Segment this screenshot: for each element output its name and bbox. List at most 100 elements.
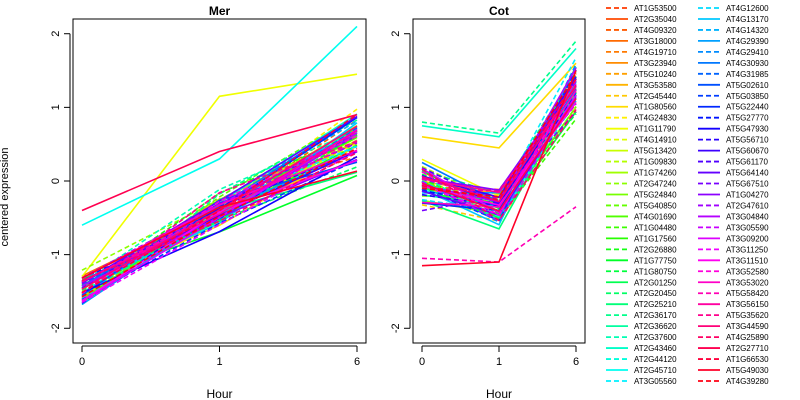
legend-item-at4g13170: AT4G13170 [698, 15, 769, 24]
series-line-at3g05560 [421, 57, 577, 201]
series-line-at2g01250 [421, 111, 577, 220]
legend-item-at5g22440: AT5G22440 [698, 103, 769, 112]
legend-item-at1g74260: AT1G74260 [606, 169, 677, 178]
legend-label: AT2G37600 [634, 333, 677, 342]
legend-item-at5g67510: AT5G67510 [698, 180, 769, 189]
legend-label: AT5G13420 [634, 147, 677, 156]
legend-item-at4g09320: AT4G09320 [606, 26, 677, 35]
legend-item-at2g37600: AT2G37600 [606, 333, 677, 342]
panel-mer: Mer 0 1 6 Hour -2 -1 0 1 2 [50, 4, 367, 400]
legend-item-at5g13420: AT5G13420 [606, 147, 677, 156]
legend-item-at1g80560: AT1G80560 [606, 103, 677, 112]
legend-label: AT5G56710 [726, 136, 769, 145]
legend-label: AT3G11250 [726, 245, 769, 254]
series-line-at1g11790 [81, 73, 358, 278]
y-tick-label: -2 [50, 323, 62, 333]
series-line-at5g58420 [421, 206, 577, 263]
legend-item-at2g36170: AT2G36170 [606, 311, 677, 320]
series-lines [421, 40, 577, 267]
legend-label: AT4G29390 [726, 37, 769, 46]
series-line-at2g35040 [421, 88, 577, 206]
legend-label: AT2G47240 [634, 180, 677, 189]
legend-label: AT4G09320 [634, 26, 677, 35]
plot-frame [412, 18, 586, 344]
y-axis: -2 -1 0 1 2 [50, 31, 71, 333]
legend-label: AT5G10240 [634, 70, 677, 79]
legend-item-at5g10240: AT5G10240 [606, 70, 677, 79]
legend-label: AT2G43460 [634, 344, 677, 353]
legend-item-at4g14910: AT4G14910 [606, 136, 677, 145]
legend-label: AT2G44120 [634, 355, 677, 364]
legend-item-at3g23940: AT3G23940 [606, 59, 677, 68]
series-line-at3g11250 [81, 150, 358, 303]
series-line-at1g04270 [421, 81, 577, 192]
legend-item-at1g80750: AT1G80750 [606, 267, 677, 276]
legend-item-at5g03850: AT5G03850 [698, 92, 769, 101]
legend-item-at1g09830: AT1G09830 [606, 158, 677, 167]
legend-label: AT2G45710 [634, 366, 677, 375]
series-line-at2g27710 [81, 113, 358, 212]
legend-item-at2g27710: AT2G27710 [698, 344, 769, 353]
legend-item-at3g53580: AT3G53580 [606, 81, 677, 90]
legend-label: AT2G35040 [634, 15, 677, 24]
legend-label: AT4G01690 [634, 212, 677, 221]
legend-item-at5g40850: AT5G40850 [606, 201, 677, 210]
legend-label: AT1G80560 [634, 103, 677, 112]
legend-item-at1g04480: AT1G04480 [606, 223, 677, 232]
series-line-at4g25890 [81, 151, 358, 282]
x-axis-label: Hour [486, 387, 512, 400]
legend-label: AT3G05590 [726, 223, 769, 232]
legend-label: AT5G40850 [634, 201, 677, 210]
y-tick-label: -1 [50, 250, 62, 260]
legend-label: AT1G17560 [634, 234, 677, 243]
legend-item-at2g26880: AT2G26880 [606, 245, 677, 254]
legend-label: AT2G27710 [726, 344, 769, 353]
series-line-at3g44590 [81, 125, 358, 290]
legend-item-at2g45710: AT2G45710 [606, 366, 677, 375]
legend-item-at2g36620: AT2G36620 [606, 322, 677, 331]
legend-item-at5g64140: AT5G64140 [698, 169, 769, 178]
legend-item-at3g52580: AT3G52580 [698, 267, 769, 276]
legend-label: AT5G24840 [634, 190, 677, 199]
x-tick-label: 0 [79, 356, 85, 368]
legend-label: AT2G25210 [634, 300, 677, 309]
series-line-at4g39280 [421, 73, 577, 198]
legend-item-at3g05590: AT3G05590 [698, 223, 769, 232]
legend-label: AT2G20450 [634, 289, 677, 298]
x-axis: 0 1 6 [79, 345, 360, 368]
legend-label: AT5G47930 [726, 125, 769, 134]
legend-item-at5g56710: AT5G56710 [698, 136, 769, 145]
y-axis-label: centered expression [0, 147, 11, 246]
legend-label: AT1G04480 [634, 223, 677, 232]
legend-label: AT4G12600 [726, 4, 769, 13]
legend-label: AT1G04270 [726, 190, 769, 199]
series-line-at2g43460 [421, 47, 577, 138]
legend-label: AT5G61170 [726, 158, 769, 167]
series-line-at3g11510 [81, 159, 358, 302]
x-axis: 0 1 6 [419, 345, 579, 368]
series-line-at5g61170 [421, 78, 577, 206]
legend-item-at3g04840: AT3G04840 [698, 212, 769, 221]
series-line-at4g25890 [421, 109, 577, 222]
legend-label: AT3G23940 [634, 59, 677, 68]
legend-label: AT5G27770 [726, 114, 769, 123]
legend-item-at4g39280: AT4G39280 [698, 377, 769, 386]
legend-label: AT2G01250 [634, 278, 677, 287]
legend-item-at5g35620: AT5G35620 [698, 311, 769, 320]
legend-label: AT3G44590 [726, 322, 769, 331]
plot-frame [72, 18, 367, 344]
series-lines [81, 25, 358, 306]
legend-label: AT1G53500 [634, 4, 677, 13]
legend-item-at3g09200: AT3G09200 [698, 234, 769, 243]
legend: AT1G53500 AT2G35040 AT4G09320 AT3G18000 AT4G… [606, 4, 769, 386]
legend-label: AT2G36620 [634, 322, 677, 331]
legend-item-at3g05560: AT3G05560 [606, 377, 677, 386]
legend-label: AT4G30930 [726, 59, 769, 68]
legend-label: AT4G39280 [726, 377, 769, 386]
legend-label: AT4G14320 [726, 26, 769, 35]
legend-item-at4g12600: AT4G12600 [698, 4, 769, 13]
panel-cot: Cot 0 1 6 Hour -2 -1 0 1 2 [390, 4, 586, 400]
legend-item-at4g29410: AT4G29410 [698, 48, 769, 57]
legend-item-at2g20450: AT2G20450 [606, 289, 677, 298]
legend-label: AT3G04840 [726, 212, 769, 221]
